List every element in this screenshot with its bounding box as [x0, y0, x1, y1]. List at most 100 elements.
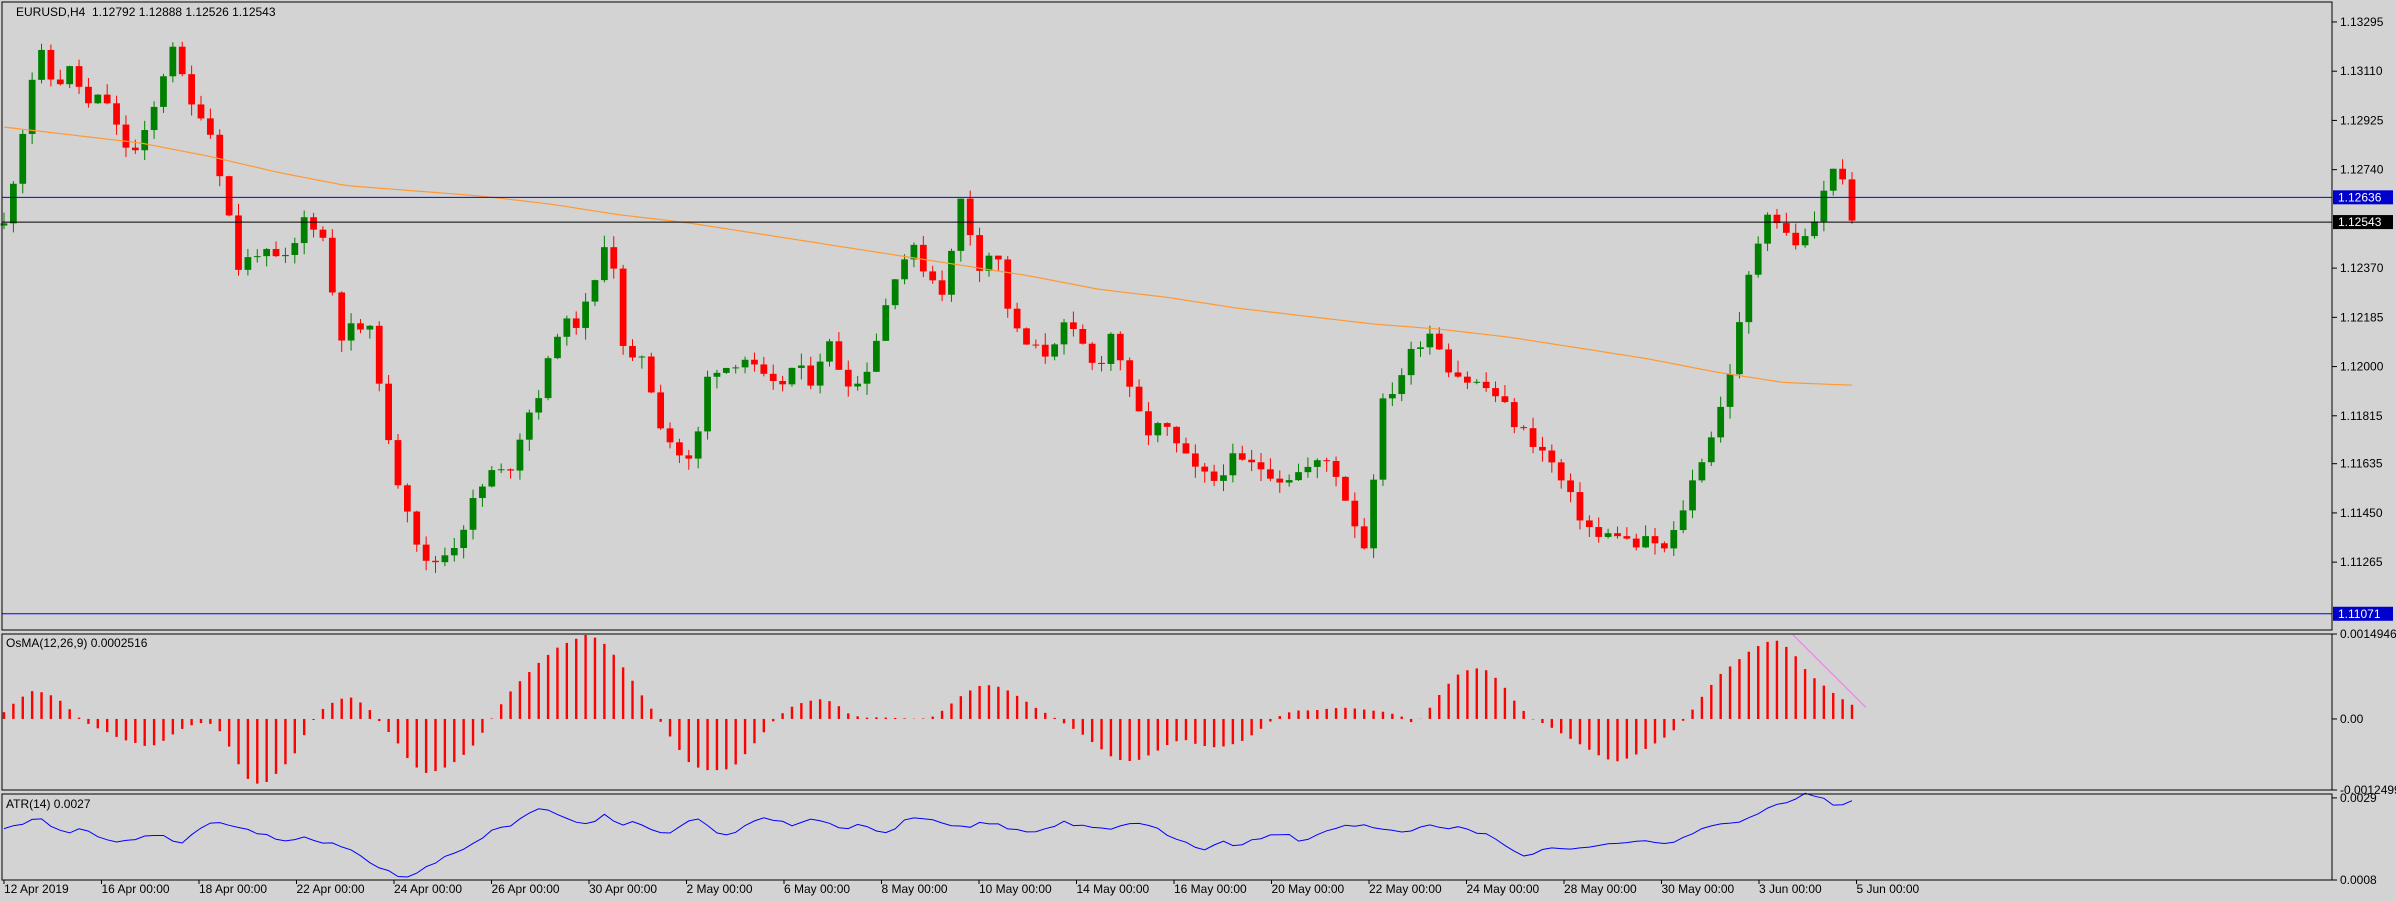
- candle-body[interactable]: [103, 94, 111, 104]
- candle-body[interactable]: [1820, 190, 1828, 222]
- candle-body[interactable]: [188, 74, 195, 105]
- candle-body[interactable]: [704, 376, 711, 432]
- candle-body[interactable]: [826, 341, 833, 362]
- candle-body[interactable]: [1070, 322, 1077, 330]
- candle-body[interactable]: [441, 555, 449, 563]
- candle-body[interactable]: [432, 560, 439, 563]
- candle-body[interactable]: [769, 373, 777, 382]
- candle-body[interactable]: [1773, 214, 1781, 224]
- candle-body[interactable]: [1126, 360, 1134, 387]
- candle-body[interactable]: [1707, 437, 1715, 463]
- candle-body[interactable]: [525, 412, 533, 440]
- candle-body[interactable]: [751, 359, 758, 365]
- candle-body[interactable]: [1398, 375, 1406, 395]
- candle-body[interactable]: [554, 336, 561, 359]
- candle-body[interactable]: [1576, 492, 1584, 521]
- candle-body[interactable]: [1248, 459, 1256, 463]
- candle-body[interactable]: [385, 383, 392, 441]
- candle-body[interactable]: [1454, 372, 1462, 377]
- candle-body[interactable]: [1679, 510, 1687, 531]
- candle-body[interactable]: [1145, 411, 1152, 436]
- candle-body[interactable]: [647, 356, 655, 393]
- candle-body[interactable]: [310, 217, 317, 230]
- candle-body[interactable]: [910, 244, 918, 260]
- candle-body[interactable]: [413, 511, 421, 545]
- candle-body[interactable]: [741, 359, 749, 368]
- candle-body[interactable]: [150, 106, 158, 131]
- candle-body[interactable]: [263, 249, 271, 257]
- candle-body[interactable]: [272, 249, 280, 257]
- candle-body[interactable]: [1201, 466, 1209, 472]
- candle-body[interactable]: [1501, 396, 1509, 403]
- candle-body[interactable]: [1754, 243, 1762, 275]
- candle-body[interactable]: [1698, 462, 1706, 481]
- candle-body[interactable]: [300, 217, 308, 244]
- candle-body[interactable]: [807, 365, 815, 386]
- candle-body[interactable]: [572, 318, 580, 328]
- candle-body[interactable]: [1238, 453, 1246, 460]
- candle-body[interactable]: [788, 367, 796, 385]
- candle-body[interactable]: [1464, 376, 1471, 383]
- candle-body[interactable]: [56, 79, 64, 85]
- candle-body[interactable]: [1801, 236, 1809, 246]
- candle-body[interactable]: [1689, 480, 1696, 511]
- candle-body[interactable]: [732, 367, 740, 369]
- candle-body[interactable]: [966, 198, 974, 236]
- candle-body[interactable]: [319, 229, 327, 238]
- candle-body[interactable]: [610, 247, 618, 269]
- candle-body[interactable]: [235, 215, 242, 270]
- candle-body[interactable]: [403, 485, 411, 512]
- candle-body[interactable]: [206, 118, 214, 135]
- candle-body[interactable]: [948, 250, 955, 295]
- candle-body[interactable]: [469, 498, 477, 530]
- candle-body[interactable]: [873, 340, 880, 372]
- candle-body[interactable]: [488, 470, 496, 487]
- candle-body[interactable]: [1604, 533, 1612, 537]
- candle-body[interactable]: [1848, 179, 1856, 221]
- candle-body[interactable]: [1492, 388, 1499, 397]
- candle-body[interactable]: [835, 341, 843, 370]
- candle-body[interactable]: [863, 371, 871, 384]
- candle-body[interactable]: [253, 256, 261, 258]
- candle-body[interactable]: [1351, 500, 1359, 527]
- candle-body[interactable]: [1661, 543, 1668, 549]
- candle-body[interactable]: [1116, 333, 1124, 361]
- candle-body[interactable]: [1388, 394, 1396, 399]
- candle-body[interactable]: [19, 133, 27, 184]
- candle-body[interactable]: [10, 183, 17, 224]
- candle-body[interactable]: [178, 46, 186, 75]
- candle-body[interactable]: [1548, 450, 1556, 463]
- candle-body[interactable]: [1435, 333, 1443, 350]
- candle-body[interactable]: [357, 323, 364, 330]
- candle-body[interactable]: [75, 66, 83, 87]
- candle-body[interactable]: [0, 223, 8, 226]
- candle-body[interactable]: [816, 361, 824, 386]
- candle-body[interactable]: [1267, 469, 1274, 479]
- candle-body[interactable]: [722, 367, 730, 373]
- candle-body[interactable]: [1060, 322, 1068, 345]
- candle-body[interactable]: [1520, 427, 1528, 429]
- candle-body[interactable]: [328, 237, 336, 293]
- candle-body[interactable]: [1539, 446, 1546, 451]
- candle-body[interactable]: [713, 372, 721, 377]
- candle-body[interactable]: [591, 280, 599, 302]
- candle-body[interactable]: [1829, 168, 1837, 191]
- candle-body[interactable]: [94, 94, 102, 104]
- candle-body[interactable]: [1379, 398, 1387, 480]
- candle-body[interactable]: [1642, 536, 1650, 548]
- candle-body[interactable]: [619, 268, 627, 346]
- candle-body[interactable]: [460, 529, 468, 549]
- candle-body[interactable]: [347, 323, 355, 341]
- candle-body[interactable]: [882, 305, 890, 341]
- candle-body[interactable]: [844, 369, 852, 387]
- candle-body[interactable]: [291, 243, 299, 255]
- candle-body[interactable]: [1135, 386, 1143, 412]
- candle-body[interactable]: [1023, 328, 1030, 345]
- candle-body[interactable]: [422, 544, 430, 561]
- candle-body[interactable]: [197, 104, 205, 119]
- candle-body[interactable]: [1745, 274, 1753, 323]
- candle-body[interactable]: [901, 259, 908, 280]
- candle-body[interactable]: [1529, 428, 1537, 447]
